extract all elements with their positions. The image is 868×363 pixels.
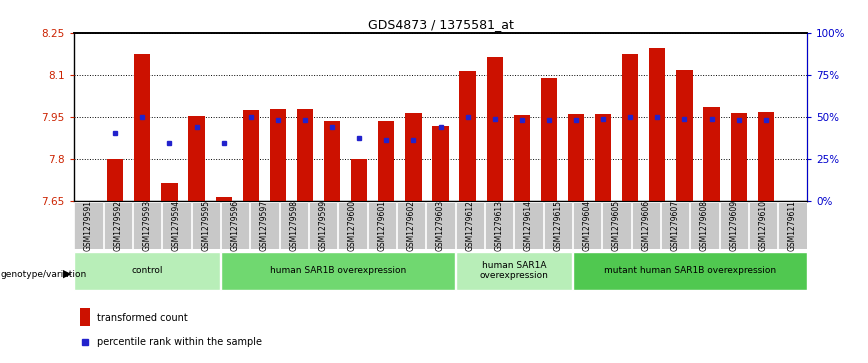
- Bar: [514, 115, 530, 201]
- Text: GSM1279605: GSM1279605: [612, 200, 621, 251]
- Text: percentile rank within the sample: percentile rank within the sample: [97, 337, 262, 347]
- Bar: [758, 112, 774, 201]
- Bar: [426, 202, 455, 249]
- Bar: [661, 202, 689, 249]
- Bar: [339, 202, 366, 249]
- Bar: [75, 202, 102, 249]
- Bar: [221, 202, 249, 249]
- Text: GSM1279594: GSM1279594: [172, 200, 181, 251]
- Text: human SAR1A
overexpression: human SAR1A overexpression: [479, 261, 549, 281]
- Bar: [703, 107, 720, 201]
- Bar: [602, 202, 631, 249]
- Text: GSM1279591: GSM1279591: [84, 200, 93, 251]
- Bar: [779, 202, 806, 249]
- Text: GSM1279597: GSM1279597: [260, 200, 269, 251]
- Bar: [192, 202, 220, 249]
- Bar: [243, 110, 259, 201]
- Bar: [368, 202, 396, 249]
- Text: GSM1279601: GSM1279601: [378, 200, 386, 251]
- Text: control: control: [131, 266, 163, 275]
- Text: GSM1279602: GSM1279602: [407, 200, 416, 251]
- Bar: [749, 202, 778, 249]
- Text: GSM1279600: GSM1279600: [348, 200, 357, 251]
- Text: GSM1279614: GSM1279614: [524, 200, 533, 251]
- Text: transformed count: transformed count: [97, 313, 188, 323]
- Text: GSM1279592: GSM1279592: [114, 200, 122, 251]
- Bar: [456, 202, 484, 249]
- Bar: [456, 252, 572, 290]
- Bar: [80, 308, 90, 326]
- Text: GSM1279604: GSM1279604: [582, 200, 592, 251]
- Text: GSM1279610: GSM1279610: [759, 200, 767, 251]
- Bar: [595, 114, 611, 201]
- Text: GSM1279612: GSM1279612: [465, 200, 474, 251]
- Bar: [188, 116, 205, 201]
- Bar: [459, 71, 476, 201]
- Text: GSM1279603: GSM1279603: [436, 200, 445, 251]
- Bar: [690, 202, 719, 249]
- Text: GSM1279607: GSM1279607: [671, 200, 680, 251]
- Text: GSM1279595: GSM1279595: [201, 200, 210, 251]
- Title: GDS4873 / 1375581_at: GDS4873 / 1375581_at: [367, 19, 514, 32]
- Bar: [103, 202, 132, 249]
- Bar: [279, 202, 308, 249]
- Bar: [573, 202, 602, 249]
- Bar: [622, 54, 638, 201]
- Bar: [297, 109, 313, 201]
- Bar: [162, 202, 191, 249]
- Text: GSM1279613: GSM1279613: [495, 200, 503, 251]
- Bar: [487, 57, 503, 201]
- Bar: [270, 109, 286, 201]
- Bar: [543, 202, 572, 249]
- Bar: [573, 252, 806, 290]
- Bar: [133, 202, 161, 249]
- Text: GSM1279609: GSM1279609: [729, 200, 739, 251]
- Text: ▶: ▶: [62, 269, 71, 279]
- Bar: [632, 202, 660, 249]
- Bar: [221, 252, 455, 290]
- Bar: [324, 121, 340, 201]
- Bar: [75, 252, 220, 290]
- Bar: [215, 197, 232, 201]
- Text: GSM1279611: GSM1279611: [788, 200, 797, 251]
- Text: GSM1279599: GSM1279599: [319, 200, 327, 251]
- Bar: [378, 121, 394, 201]
- Bar: [405, 113, 422, 201]
- Text: GSM1279608: GSM1279608: [700, 200, 709, 251]
- Text: GSM1279615: GSM1279615: [554, 200, 562, 251]
- Bar: [568, 114, 584, 201]
- Bar: [649, 48, 666, 201]
- Bar: [309, 202, 338, 249]
- Text: GSM1279606: GSM1279606: [641, 200, 650, 251]
- Bar: [541, 78, 557, 201]
- Bar: [432, 126, 449, 201]
- Bar: [731, 113, 746, 201]
- Bar: [720, 202, 748, 249]
- Text: human SAR1B overexpression: human SAR1B overexpression: [270, 266, 406, 275]
- Text: mutant human SAR1B overexpression: mutant human SAR1B overexpression: [604, 266, 776, 275]
- Bar: [135, 54, 150, 201]
- Text: GSM1279593: GSM1279593: [142, 200, 152, 251]
- Text: GSM1279596: GSM1279596: [231, 200, 240, 251]
- Bar: [485, 202, 513, 249]
- Bar: [515, 202, 542, 249]
- Bar: [351, 159, 367, 201]
- Text: GSM1279598: GSM1279598: [289, 200, 299, 251]
- Bar: [250, 202, 279, 249]
- Bar: [676, 70, 693, 201]
- Bar: [397, 202, 425, 249]
- Text: genotype/variation: genotype/variation: [1, 270, 87, 278]
- Bar: [161, 183, 178, 201]
- Bar: [107, 159, 123, 201]
